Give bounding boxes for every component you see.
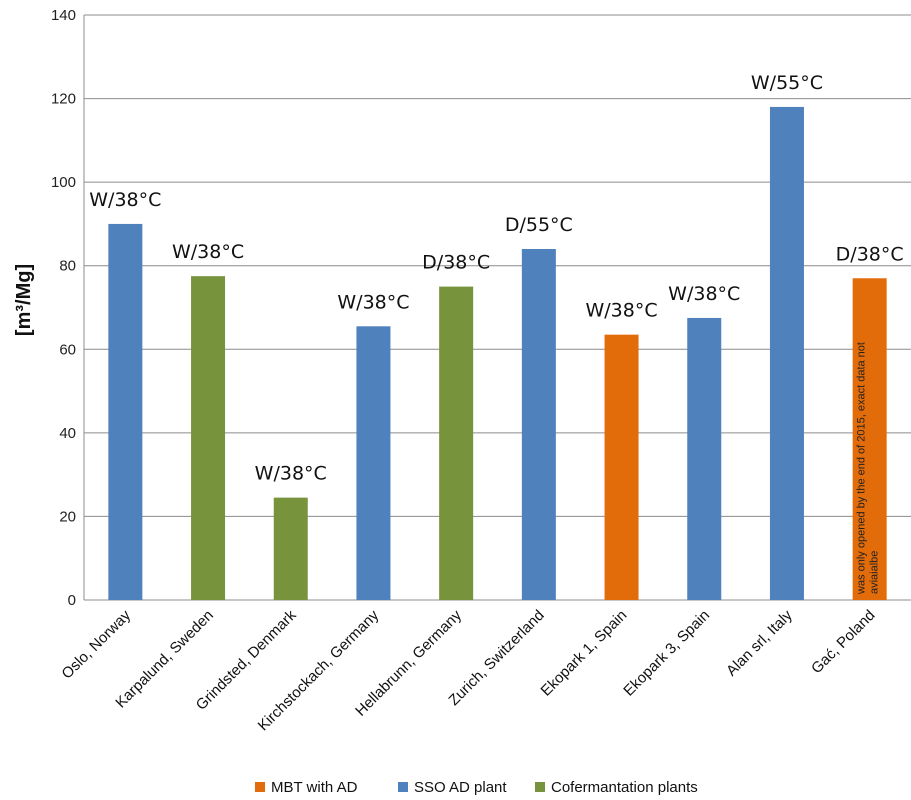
annotation-note: was only opened by the end of 2015, exac… [856, 342, 881, 595]
bar-10 [852, 278, 887, 600]
bar-4 [356, 326, 391, 600]
y-tick-label: 120 [51, 91, 76, 108]
legend-label: SSO AD plant [414, 779, 507, 796]
annotation-line: was only opened by the end of 2015, exac… [856, 342, 868, 595]
legend-swatch [398, 782, 408, 792]
bar-5 [439, 286, 474, 600]
data-labels: W/38°C W/38°C W/38°C W/38°C D/38°C D/55°C W/38… [89, 72, 903, 485]
x-tick-label: Ekopark 1, Spain [538, 607, 631, 700]
annotation-line: aviaialbe [869, 551, 881, 594]
y-tick-label: 140 [51, 7, 76, 24]
x-tick-label: Alan srl, Italy [723, 606, 796, 679]
bar-2 [191, 276, 226, 600]
x-tick-label: Ekopark 3, Spain [620, 607, 713, 700]
x-tick-label: Gać, Poland [808, 607, 878, 677]
data-label: W/38°C [337, 291, 409, 313]
bar-8 [687, 317, 722, 600]
data-label: D/38°C [422, 252, 490, 274]
data-label: W/38°C [585, 300, 657, 322]
y-tick-label: 60 [59, 341, 76, 358]
bars [108, 106, 887, 600]
data-label: W/55°C [751, 72, 823, 94]
y-axis-ticks: 0 20 40 60 80 100 120 140 [51, 7, 76, 609]
x-tick-label: Oslo, Norway [58, 606, 134, 682]
data-label: W/38°C [668, 283, 740, 305]
annotation-text-group: was only opened by the end of 2015, exac… [856, 342, 881, 595]
y-axis-label: [m³/Mg] [13, 264, 35, 336]
data-label: W/38°C [255, 463, 327, 485]
y-tick-label: 40 [59, 425, 76, 442]
legend-label: Cofermantation plants [551, 779, 698, 796]
bar-3 [273, 497, 308, 600]
y-tick-label: 20 [59, 508, 76, 525]
data-label: W/38°C [172, 241, 244, 263]
y-tick-label: 0 [68, 592, 76, 609]
bar-9 [769, 106, 804, 600]
bar-6 [521, 249, 556, 600]
bar-7 [604, 334, 639, 600]
bar-1 [108, 223, 143, 600]
data-label: W/38°C [89, 189, 161, 211]
legend-label: MBT with AD [271, 779, 358, 796]
legend-swatch [535, 782, 545, 792]
data-label: D/38°C [836, 243, 904, 265]
data-label: D/55°C [505, 214, 573, 236]
legend-swatch [255, 782, 265, 792]
y-tick-label: 80 [59, 258, 76, 275]
legend: MBT with AD SSO AD plant Cofermantation pl… [255, 779, 698, 796]
y-tick-label: 100 [51, 174, 76, 191]
